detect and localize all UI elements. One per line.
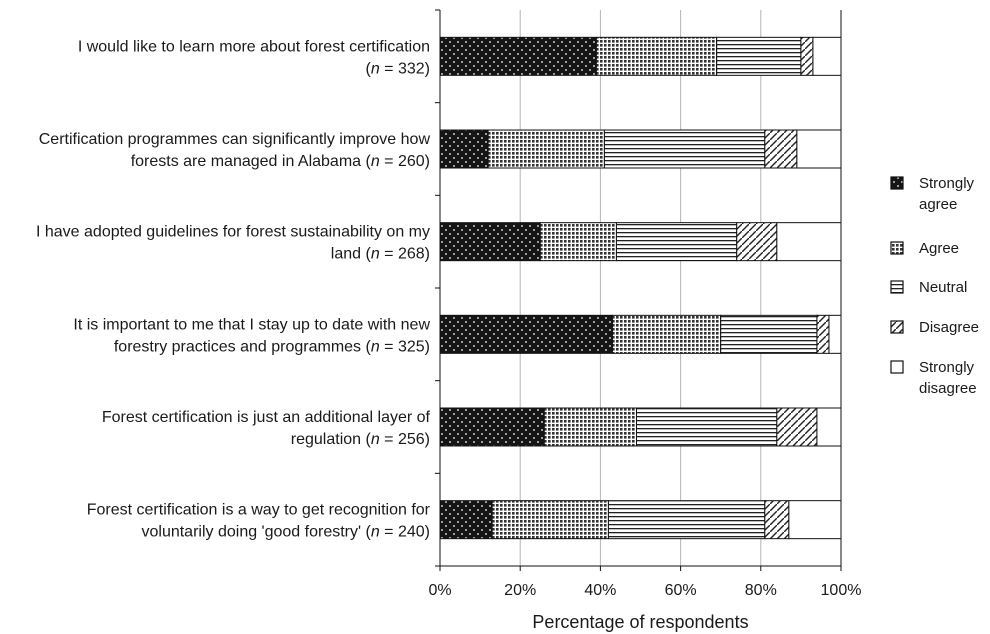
x-tick-label: 0% — [428, 582, 451, 599]
gridlines — [519, 10, 762, 566]
bar-segment — [776, 407, 818, 447]
bar-segment — [764, 500, 790, 540]
category-label-line: forests are managed in Alabama (n = 260) — [131, 153, 430, 170]
bar-segment — [611, 314, 722, 354]
legend-swatch — [890, 241, 904, 255]
x-tick-label: 100% — [821, 582, 862, 599]
label-segment: n — [371, 431, 380, 448]
x-tick-label: 20% — [504, 582, 536, 599]
legend-swatch — [890, 360, 904, 374]
legend-label: Agree — [919, 240, 959, 257]
label-segment: Forest certification is a way to get rec… — [87, 502, 431, 519]
label-segment: Forest certification is just an addition… — [102, 409, 431, 426]
label-segment: n — [371, 524, 380, 541]
bar-segment — [595, 36, 718, 76]
category-label: I would like to learn more about forest … — [78, 38, 430, 77]
legend-label: Strongly — [919, 359, 975, 376]
bar-segment — [543, 407, 637, 447]
legend-label: Neutral — [919, 279, 967, 296]
label-segment: = 325) — [380, 338, 430, 355]
x-tick-label: 60% — [665, 582, 697, 599]
bar-segment — [796, 129, 842, 169]
legend-label: disagree — [919, 380, 977, 397]
bar-segment — [439, 314, 613, 354]
category-label-line: (n = 332) — [366, 60, 431, 77]
legend-label: Disagree — [919, 319, 979, 336]
category-label-line: forestry practices and programmes (n = 3… — [114, 338, 430, 355]
bar-segment — [539, 222, 617, 262]
bar-segment — [788, 500, 842, 540]
category-label-line: Forest certification is just an addition… — [102, 409, 431, 426]
bar-segment — [439, 407, 545, 447]
category-label-line: It is important to me that I stay up to … — [73, 316, 430, 333]
legend-swatch — [890, 320, 904, 334]
bar-segment — [716, 36, 802, 76]
label-segment: = 332) — [380, 60, 430, 77]
category-label-line: regulation (n = 256) — [291, 431, 430, 448]
label-segment: = 268) — [380, 246, 430, 263]
x-tick-label: 80% — [745, 582, 777, 599]
label-segment: I have adopted guidelines for forest sus… — [36, 224, 430, 241]
x-axis-title: Percentage of respondents — [532, 612, 748, 632]
bar-segment — [491, 500, 609, 540]
bar-segment — [635, 407, 778, 447]
label-segment: ( — [366, 60, 372, 77]
category-label: It is important to me that I stay up to … — [73, 316, 430, 355]
bar-segment — [487, 129, 605, 169]
label-segment: = 256) — [380, 431, 430, 448]
bar-segment — [800, 36, 814, 76]
bar-segment — [607, 500, 766, 540]
label-segment: voluntarily doing 'good forestry' ( — [141, 524, 371, 541]
bar-segment — [615, 222, 738, 262]
x-tick-label: 40% — [584, 582, 616, 599]
label-segment: n — [371, 246, 380, 263]
label-segment: n — [371, 60, 380, 77]
category-labels: I would like to learn more about forest … — [36, 38, 431, 540]
label-segment: n — [371, 153, 380, 170]
category-label: Forest certification is a way to get rec… — [87, 502, 431, 541]
category-label-line: I would like to learn more about forest … — [78, 38, 430, 55]
category-label: Certification programmes can significant… — [39, 131, 431, 170]
bar-segment — [439, 36, 597, 76]
label-segment: regulation ( — [291, 431, 372, 448]
label-segment: forests are managed in Alabama ( — [131, 153, 372, 170]
bar-segment — [603, 129, 766, 169]
legend-swatch — [890, 280, 904, 294]
label-segment: It is important to me that I stay up to … — [73, 316, 430, 333]
bar-segment — [816, 407, 842, 447]
category-label-line: voluntarily doing 'good forestry' (n = 2… — [141, 524, 430, 541]
label-segment: Certification programmes can significant… — [39, 131, 431, 148]
label-segment: I would like to learn more about forest … — [78, 38, 430, 55]
bar-segment — [776, 222, 842, 262]
bar-segment — [439, 222, 541, 262]
label-segment: n — [371, 338, 380, 355]
label-segment: = 240) — [380, 524, 430, 541]
legend-swatch — [890, 176, 904, 190]
category-label: I have adopted guidelines for forest sus… — [36, 224, 430, 263]
legend-label: Strongly — [919, 175, 975, 192]
label-segment: = 260) — [380, 153, 430, 170]
bar-segment — [720, 314, 818, 354]
category-label-line: I have adopted guidelines for forest sus… — [36, 224, 430, 241]
legend: Strongly agree Agree Neutral Disagree Strongl… — [890, 175, 979, 397]
bars — [439, 36, 842, 540]
bar-segment — [816, 314, 830, 354]
category-label: Forest certification is just an addition… — [102, 409, 431, 448]
label-segment: land ( — [331, 246, 372, 263]
bar-segment — [439, 129, 489, 169]
label-segment: forestry practices and programmes ( — [114, 338, 372, 355]
category-label-line: land (n = 268) — [331, 246, 430, 263]
bar-segment — [736, 222, 778, 262]
bar-segment — [828, 314, 842, 354]
bar-segment — [439, 500, 493, 540]
category-label-line: Certification programmes can significant… — [39, 131, 431, 148]
category-label-line: Forest certification is a way to get rec… — [87, 502, 431, 519]
axes: 0% 20% 40% 60% 80% 100% Percentage of responde… — [428, 9, 862, 632]
bar-segment — [812, 36, 842, 76]
bar-segment — [764, 129, 798, 169]
legend-label: agree — [919, 196, 957, 213]
